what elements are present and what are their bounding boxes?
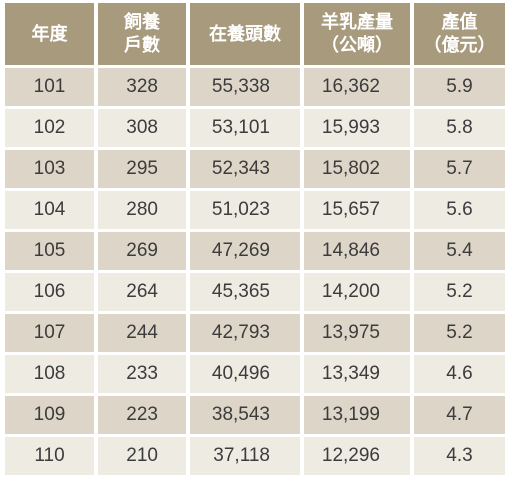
cell-output-value: 5.7 — [414, 150, 505, 188]
cell-head-count: 47,269 — [190, 232, 300, 270]
cell-milk-production: 13,199 — [304, 396, 410, 434]
cell-households: 269 — [98, 232, 186, 270]
cell-output-value: 5.2 — [414, 314, 505, 352]
table-row: 102 308 53,101 15,993 5.8 — [5, 109, 505, 147]
header-milk-production-line-2: （公噸） — [321, 35, 393, 56]
header-households-line-1: 飼養 — [124, 12, 160, 33]
table-row: 109 223 38,543 13,199 4.7 — [5, 396, 505, 434]
header-output-value-line-1: 產值 — [441, 12, 478, 33]
cell-households: 223 — [98, 396, 186, 434]
table-row: 105 269 47,269 14,846 5.4 — [5, 232, 505, 270]
cell-year: 101 — [5, 68, 94, 106]
cell-milk-production: 15,802 — [304, 150, 410, 188]
header-milk-production: 羊乳產量 （公噸） — [304, 3, 410, 65]
cell-head-count: 38,543 — [190, 396, 300, 434]
cell-households: 244 — [98, 314, 186, 352]
cell-milk-production: 16,362 — [304, 68, 410, 106]
table-row: 107 244 42,793 13,975 5.2 — [5, 314, 505, 352]
cell-output-value: 5.2 — [414, 273, 505, 311]
cell-milk-production: 13,349 — [304, 355, 410, 393]
cell-households: 210 — [98, 437, 186, 475]
header-head-count: 在養頭數 — [190, 3, 300, 65]
header-head-count-line-1: 在養頭數 — [209, 23, 281, 45]
cell-year: 108 — [5, 355, 94, 393]
cell-households: 280 — [98, 191, 186, 229]
cell-year: 106 — [5, 273, 94, 311]
cell-head-count: 45,365 — [190, 273, 300, 311]
header-year: 年度 — [5, 3, 94, 65]
table-row: 103 295 52,343 15,802 5.7 — [5, 150, 505, 188]
cell-milk-production: 14,846 — [304, 232, 410, 270]
cell-head-count: 40,496 — [190, 355, 300, 393]
header-households: 飼養 戶數 — [98, 3, 186, 65]
cell-head-count: 51,023 — [190, 191, 300, 229]
cell-year: 105 — [5, 232, 94, 270]
table-body: 101 328 55,338 16,362 5.9 102 308 53,101 15,993 5… — [5, 68, 505, 475]
cell-head-count: 55,338 — [190, 68, 300, 106]
cell-households: 264 — [98, 273, 186, 311]
cell-milk-production: 13,975 — [304, 314, 410, 352]
cell-year: 110 — [5, 437, 94, 475]
cell-milk-production: 15,993 — [304, 109, 410, 147]
header-output-value: 產值 （億元） — [414, 3, 505, 65]
cell-head-count: 52,343 — [190, 150, 300, 188]
cell-output-value: 5.6 — [414, 191, 505, 229]
cell-milk-production: 15,657 — [304, 191, 410, 229]
cell-milk-production: 12,296 — [304, 437, 410, 475]
cell-head-count: 37,118 — [190, 437, 300, 475]
cell-output-value: 5.8 — [414, 109, 505, 147]
cell-head-count: 42,793 — [190, 314, 300, 352]
cell-households: 233 — [98, 355, 186, 393]
cell-output-value: 5.4 — [414, 232, 505, 270]
table-header: 年度 飼養 戶數 在養頭數 羊乳產量 （公噸） 產值 （億元） — [5, 3, 505, 65]
cell-output-value: 4.7 — [414, 396, 505, 434]
cell-output-value: 5.9 — [414, 68, 505, 106]
header-output-value-line-2: （億元） — [423, 35, 496, 56]
table-row: 110 210 37,118 12,296 4.3 — [5, 437, 505, 475]
cell-households: 295 — [98, 150, 186, 188]
cell-milk-production: 14,200 — [304, 273, 410, 311]
cell-head-count: 53,101 — [190, 109, 300, 147]
header-year-line-1: 年度 — [31, 23, 68, 45]
table-row: 108 233 40,496 13,349 4.6 — [5, 355, 505, 393]
cell-households: 308 — [98, 109, 186, 147]
cell-year: 103 — [5, 150, 94, 188]
cell-output-value: 4.3 — [414, 437, 505, 475]
header-row: 年度 飼養 戶數 在養頭數 羊乳產量 （公噸） 產值 （億元） — [5, 3, 505, 65]
cell-year: 109 — [5, 396, 94, 434]
cell-year: 104 — [5, 191, 94, 229]
cell-output-value: 4.6 — [414, 355, 505, 393]
header-households-line-2: 戶數 — [124, 35, 160, 56]
table-row: 101 328 55,338 16,362 5.9 — [5, 68, 505, 106]
header-milk-production-line-1: 羊乳產量 — [321, 12, 393, 33]
cell-year: 107 — [5, 314, 94, 352]
cell-year: 102 — [5, 109, 94, 147]
cell-households: 328 — [98, 68, 186, 106]
table-row: 104 280 51,023 15,657 5.6 — [5, 191, 505, 229]
table-row: 106 264 45,365 14,200 5.2 — [5, 273, 505, 311]
